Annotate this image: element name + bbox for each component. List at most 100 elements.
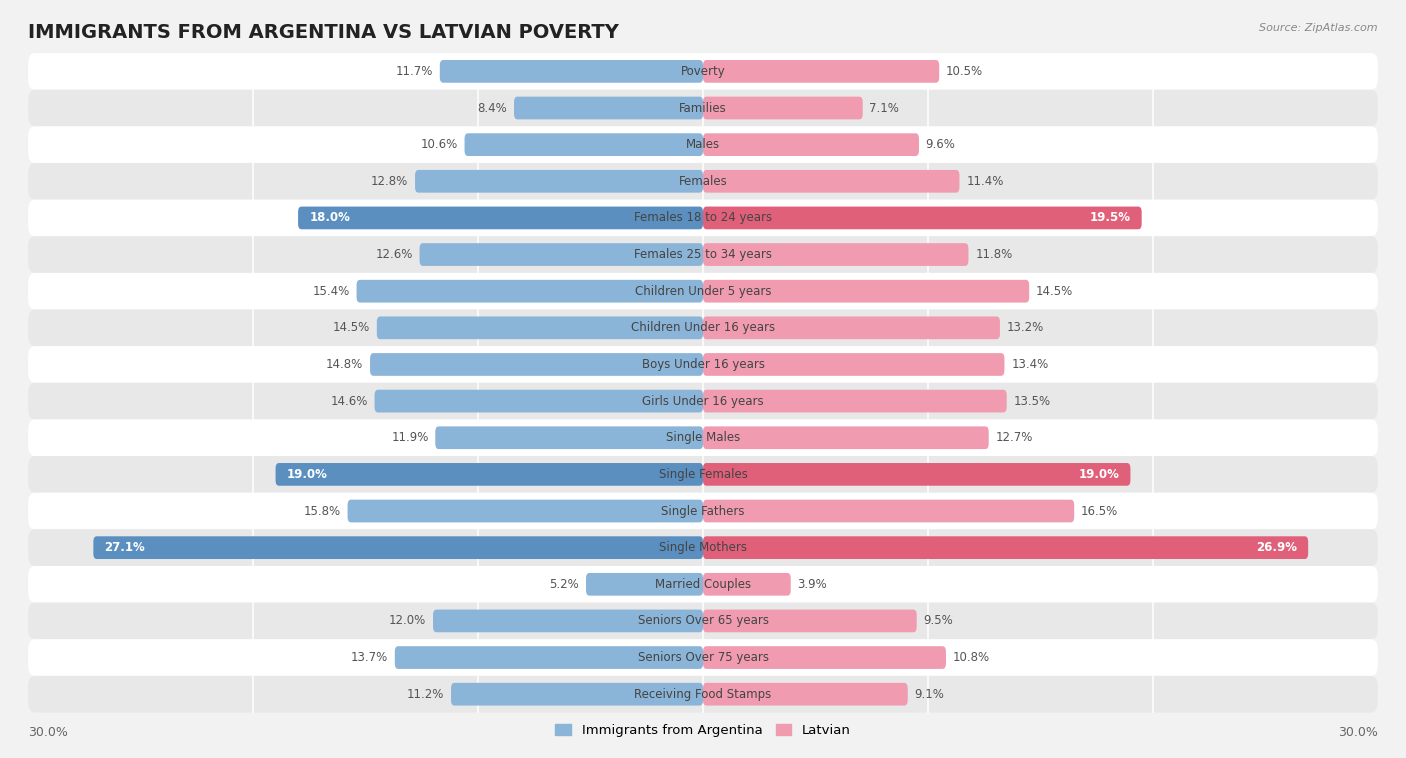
Text: 9.5%: 9.5%: [924, 615, 953, 628]
FancyBboxPatch shape: [515, 97, 703, 119]
Legend: Immigrants from Argentina, Latvian: Immigrants from Argentina, Latvian: [550, 719, 856, 742]
FancyBboxPatch shape: [703, 97, 863, 119]
Text: 27.1%: 27.1%: [104, 541, 145, 554]
Text: Children Under 5 years: Children Under 5 years: [634, 285, 772, 298]
Text: Receiving Food Stamps: Receiving Food Stamps: [634, 688, 772, 700]
FancyBboxPatch shape: [464, 133, 703, 156]
Text: Married Couples: Married Couples: [655, 578, 751, 590]
Text: Families: Families: [679, 102, 727, 114]
Text: 12.8%: 12.8%: [371, 175, 408, 188]
FancyBboxPatch shape: [703, 683, 908, 706]
FancyBboxPatch shape: [436, 427, 703, 449]
FancyBboxPatch shape: [703, 463, 1130, 486]
Text: Single Females: Single Females: [658, 468, 748, 481]
FancyBboxPatch shape: [28, 566, 1378, 603]
FancyBboxPatch shape: [415, 170, 703, 193]
Text: 14.8%: 14.8%: [326, 358, 363, 371]
FancyBboxPatch shape: [347, 500, 703, 522]
FancyBboxPatch shape: [419, 243, 703, 266]
FancyBboxPatch shape: [370, 353, 703, 376]
FancyBboxPatch shape: [28, 456, 1378, 493]
FancyBboxPatch shape: [28, 309, 1378, 346]
FancyBboxPatch shape: [703, 609, 917, 632]
Text: 11.4%: 11.4%: [966, 175, 1004, 188]
Text: 10.5%: 10.5%: [946, 65, 983, 78]
Text: 9.1%: 9.1%: [914, 688, 945, 700]
FancyBboxPatch shape: [28, 639, 1378, 676]
Text: 5.2%: 5.2%: [550, 578, 579, 590]
FancyBboxPatch shape: [298, 207, 703, 229]
FancyBboxPatch shape: [28, 346, 1378, 383]
Text: Children Under 16 years: Children Under 16 years: [631, 321, 775, 334]
Text: 11.8%: 11.8%: [976, 248, 1012, 261]
Text: Females 18 to 24 years: Females 18 to 24 years: [634, 211, 772, 224]
Text: 18.0%: 18.0%: [309, 211, 350, 224]
Text: 13.7%: 13.7%: [352, 651, 388, 664]
Text: Boys Under 16 years: Boys Under 16 years: [641, 358, 765, 371]
Text: 19.0%: 19.0%: [1078, 468, 1119, 481]
Text: Girls Under 16 years: Girls Under 16 years: [643, 395, 763, 408]
Text: Seniors Over 65 years: Seniors Over 65 years: [637, 615, 769, 628]
FancyBboxPatch shape: [703, 60, 939, 83]
FancyBboxPatch shape: [28, 273, 1378, 309]
FancyBboxPatch shape: [703, 317, 1000, 339]
Text: Seniors Over 75 years: Seniors Over 75 years: [637, 651, 769, 664]
FancyBboxPatch shape: [357, 280, 703, 302]
Text: 14.5%: 14.5%: [333, 321, 370, 334]
Text: Single Males: Single Males: [666, 431, 740, 444]
Text: 11.7%: 11.7%: [395, 65, 433, 78]
Text: 19.5%: 19.5%: [1090, 211, 1130, 224]
FancyBboxPatch shape: [433, 609, 703, 632]
FancyBboxPatch shape: [276, 463, 703, 486]
Text: 15.8%: 15.8%: [304, 505, 340, 518]
FancyBboxPatch shape: [451, 683, 703, 706]
Text: 30.0%: 30.0%: [28, 726, 67, 739]
FancyBboxPatch shape: [28, 127, 1378, 163]
FancyBboxPatch shape: [28, 383, 1378, 419]
FancyBboxPatch shape: [703, 207, 1142, 229]
Text: 26.9%: 26.9%: [1256, 541, 1296, 554]
FancyBboxPatch shape: [703, 537, 1308, 559]
FancyBboxPatch shape: [28, 163, 1378, 199]
Text: 12.0%: 12.0%: [389, 615, 426, 628]
FancyBboxPatch shape: [28, 603, 1378, 639]
Text: 9.6%: 9.6%: [925, 138, 956, 151]
FancyBboxPatch shape: [28, 676, 1378, 713]
Text: 10.8%: 10.8%: [953, 651, 990, 664]
Text: Females 25 to 34 years: Females 25 to 34 years: [634, 248, 772, 261]
Text: 3.9%: 3.9%: [797, 578, 827, 590]
Text: 12.7%: 12.7%: [995, 431, 1033, 444]
Text: 14.6%: 14.6%: [330, 395, 368, 408]
FancyBboxPatch shape: [703, 133, 920, 156]
Text: 11.9%: 11.9%: [391, 431, 429, 444]
FancyBboxPatch shape: [28, 53, 1378, 89]
Text: 11.2%: 11.2%: [406, 688, 444, 700]
FancyBboxPatch shape: [703, 390, 1007, 412]
Text: 10.6%: 10.6%: [420, 138, 458, 151]
Text: 16.5%: 16.5%: [1081, 505, 1118, 518]
Text: 13.5%: 13.5%: [1014, 395, 1050, 408]
Text: 15.4%: 15.4%: [312, 285, 350, 298]
Text: 7.1%: 7.1%: [869, 102, 900, 114]
FancyBboxPatch shape: [28, 89, 1378, 127]
FancyBboxPatch shape: [28, 493, 1378, 529]
FancyBboxPatch shape: [93, 537, 703, 559]
FancyBboxPatch shape: [703, 500, 1074, 522]
FancyBboxPatch shape: [28, 419, 1378, 456]
FancyBboxPatch shape: [703, 170, 959, 193]
Text: 30.0%: 30.0%: [1339, 726, 1378, 739]
Text: Poverty: Poverty: [681, 65, 725, 78]
Text: 13.4%: 13.4%: [1011, 358, 1049, 371]
Text: 13.2%: 13.2%: [1007, 321, 1043, 334]
FancyBboxPatch shape: [395, 647, 703, 669]
FancyBboxPatch shape: [440, 60, 703, 83]
Text: 8.4%: 8.4%: [478, 102, 508, 114]
Text: 12.6%: 12.6%: [375, 248, 413, 261]
FancyBboxPatch shape: [28, 236, 1378, 273]
Text: IMMIGRANTS FROM ARGENTINA VS LATVIAN POVERTY: IMMIGRANTS FROM ARGENTINA VS LATVIAN POV…: [28, 23, 619, 42]
Text: 14.5%: 14.5%: [1036, 285, 1073, 298]
FancyBboxPatch shape: [703, 573, 790, 596]
Text: Source: ZipAtlas.com: Source: ZipAtlas.com: [1260, 23, 1378, 33]
Text: 19.0%: 19.0%: [287, 468, 328, 481]
FancyBboxPatch shape: [586, 573, 703, 596]
